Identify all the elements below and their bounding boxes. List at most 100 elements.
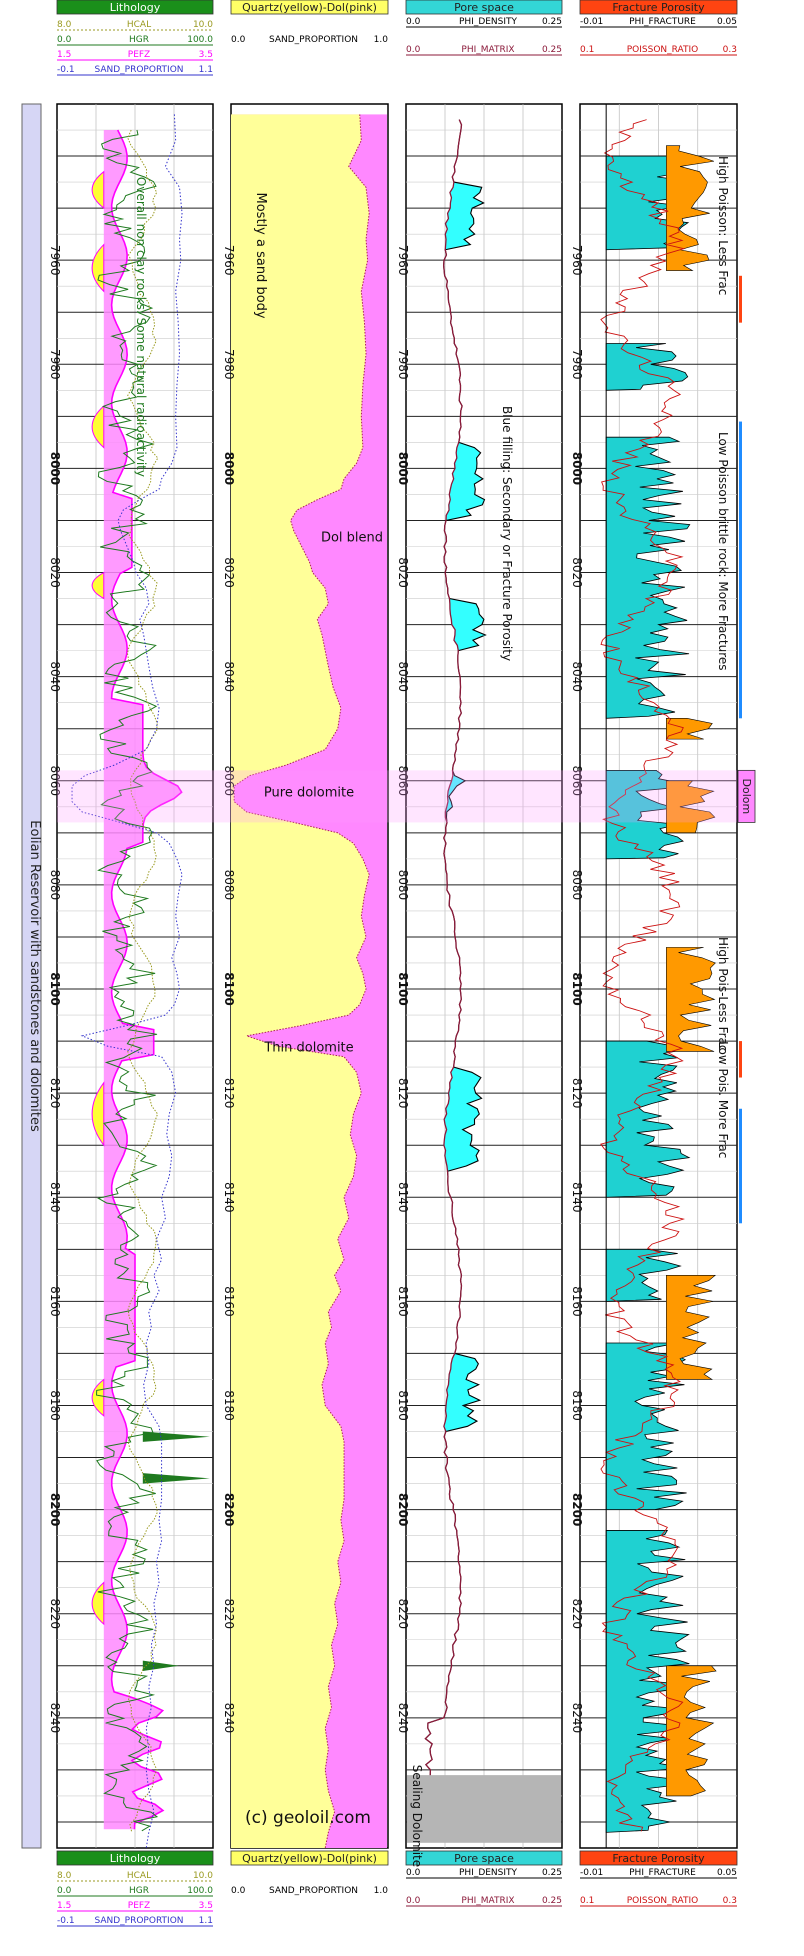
track-annotation: High Poisson: Less Frac xyxy=(716,156,730,295)
depth-tick-label: 8200 xyxy=(396,1493,410,1526)
curve-max: 0.25 xyxy=(542,17,562,27)
curve-name: SAND_PROPORTION xyxy=(94,65,183,75)
curve-max: 3.5 xyxy=(199,50,213,60)
depth-tick-label: 8220 xyxy=(222,1598,236,1629)
sealing-dolomite-zone xyxy=(407,1775,561,1843)
depth-tick-label: 8200 xyxy=(570,1493,584,1526)
curve-min: 1.5 xyxy=(57,50,71,60)
curve-name: SAND_PROPORTION xyxy=(269,35,358,45)
sand-proportion-curve xyxy=(233,114,370,1849)
reservoir-side-bar xyxy=(21,103,42,1849)
track-title-bar xyxy=(56,0,214,15)
dolomite-zone-tag xyxy=(737,769,756,823)
high-poisson-fill xyxy=(666,1665,717,1797)
track-annotation: Pure dolomite xyxy=(264,785,354,800)
track-title-bar xyxy=(579,0,738,15)
high-poisson-fill xyxy=(666,718,713,740)
curve-name: PEFZ xyxy=(128,1901,150,1911)
depth-tick-label: 8200 xyxy=(48,1493,62,1526)
watermark: (c) geoloil.com xyxy=(245,1808,371,1828)
fracture-porosity-fill xyxy=(605,1040,691,1198)
curve-name: PHI_FRACTURE xyxy=(629,1868,696,1878)
track-annotation: Low Pois. More Frac xyxy=(716,1041,730,1158)
depth-tick-label: 8060 xyxy=(570,766,584,797)
depth-tick-label: 8180 xyxy=(570,1390,584,1421)
depth-tick-label: 8080 xyxy=(570,870,584,901)
curve-name: POISSON_RATIO xyxy=(627,45,699,55)
depth-tick-label: 8120 xyxy=(48,1078,62,1109)
depth-tick-label: 8120 xyxy=(396,1078,410,1109)
fracture-porosity-fill xyxy=(605,1530,690,1833)
fracture-porosity-fill xyxy=(605,343,689,391)
depth-tick-label: 7960 xyxy=(222,245,236,276)
depth-tick-label: 7980 xyxy=(396,349,410,380)
curve-min: 0.0 xyxy=(231,35,246,45)
depth-tick-label: 7980 xyxy=(48,349,62,380)
depth-tick-label: 8060 xyxy=(396,766,410,797)
high-poisson-fill xyxy=(666,947,716,1052)
curve-name: PHI_MATRIX xyxy=(461,1896,514,1906)
dolomite-zone-band xyxy=(57,770,737,823)
depth-tick-label: 8220 xyxy=(570,1598,584,1629)
curve-min: 0.0 xyxy=(406,17,421,27)
sand-fill-patch xyxy=(91,1081,105,1147)
hgr-spike xyxy=(142,1660,179,1671)
track-annotation: Dol blend xyxy=(321,530,383,545)
track-annotation: Sealing Dolomite xyxy=(410,1765,424,1867)
curve-max: 100.0 xyxy=(187,35,213,45)
curve-max: 0.3 xyxy=(723,1896,737,1906)
depth-tick-label: 8240 xyxy=(396,1703,410,1734)
curve-max: 0.3 xyxy=(723,45,737,55)
curve-max: 1.1 xyxy=(199,65,213,75)
track-title: Lithology xyxy=(110,1852,161,1865)
depth-tick-label: 8160 xyxy=(222,1286,236,1317)
curve-name: HCAL xyxy=(127,1871,151,1881)
curve-name: PEFZ xyxy=(128,50,150,60)
curve-min: 1.5 xyxy=(57,1901,71,1911)
poisson-zone-marker xyxy=(739,421,742,719)
depth-tick-label: 8140 xyxy=(222,1182,236,1213)
depth-tick-label: 8000 xyxy=(222,452,236,485)
track-lithology xyxy=(56,103,214,1849)
sand-fill-patch xyxy=(91,571,105,600)
curve-name: PHI_FRACTURE xyxy=(629,17,696,27)
high-poisson-fill xyxy=(666,780,716,834)
depth-tick-label: 8000 xyxy=(396,452,410,485)
depth-scale: 7960 7960 7960 7960 7980 7980 7980 7980 8000 8000… xyxy=(48,245,584,1733)
curve-max: 10.0 xyxy=(193,1871,213,1881)
track-title: Quartz(yellow)-Dol(pink) xyxy=(242,1,377,14)
depth-tick-label: 8100 xyxy=(396,972,410,1005)
curve-max: 1.0 xyxy=(374,1886,389,1896)
track-title: Pore space xyxy=(454,1,514,14)
sand-fill-patch xyxy=(91,1378,105,1417)
curve-min: 0.0 xyxy=(57,1886,72,1896)
curve-min: 8.0 xyxy=(57,1871,72,1881)
track-annotations: Dolom Overall non clay rocks. Some natura… xyxy=(57,156,756,1867)
curve-name: PHI_MATRIX xyxy=(461,45,514,55)
curve-max: 10.0 xyxy=(193,20,213,30)
track-title-bar xyxy=(405,1850,563,1866)
depth-tick-label: 8220 xyxy=(48,1598,62,1629)
depth-tick-label: 7980 xyxy=(222,349,236,380)
depth-tick-label: 8240 xyxy=(570,1703,584,1734)
track-annotation: Mostly a sand body xyxy=(253,193,268,319)
depth-tick-label: 8120 xyxy=(570,1078,584,1109)
sand-fill-patch xyxy=(91,170,105,210)
depth-tick-label: 7960 xyxy=(48,245,62,276)
curve-max: 0.25 xyxy=(542,45,562,55)
curve-name: HGR xyxy=(129,35,149,45)
curve-name: POISSON_RATIO xyxy=(627,1896,699,1906)
curve-max: 1.0 xyxy=(374,35,389,45)
depth-tick-label: 8000 xyxy=(48,452,62,485)
depth-tick-label: 8060 xyxy=(48,766,62,797)
depth-tick-label: 8220 xyxy=(396,1598,410,1629)
curve-max: 0.25 xyxy=(542,1896,562,1906)
track-title: Quartz(yellow)-Dol(pink) xyxy=(242,1852,377,1865)
track-annotation: Overall non clay rocks. Some natural rad… xyxy=(134,177,148,477)
poisson-zone-marker xyxy=(739,275,742,323)
curve-min: 0.0 xyxy=(406,1896,421,1906)
track-quartz xyxy=(230,103,389,1849)
depth-tick-label: 8040 xyxy=(48,661,62,692)
curve-min: -0.01 xyxy=(580,1868,603,1878)
